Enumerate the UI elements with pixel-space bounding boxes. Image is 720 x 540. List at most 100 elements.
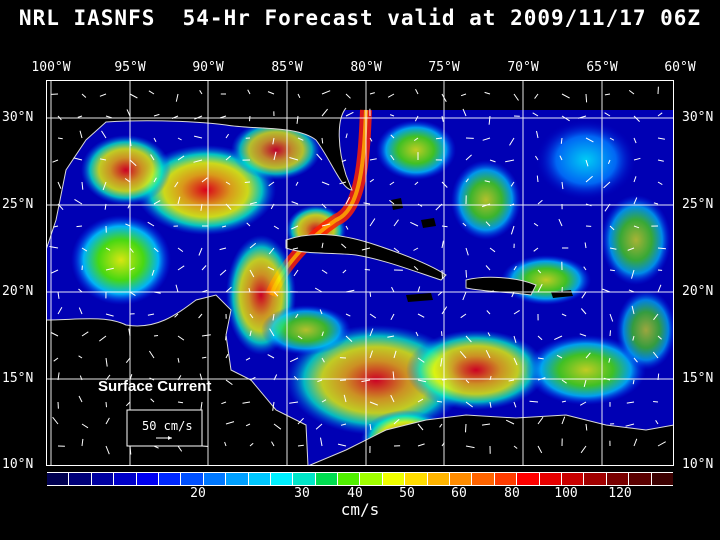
current-vector xyxy=(219,247,227,251)
current-vector xyxy=(225,379,233,386)
current-vector xyxy=(579,333,587,337)
current-vector xyxy=(537,357,544,360)
current-vector xyxy=(417,313,425,318)
scale-box xyxy=(126,409,203,447)
current-vector xyxy=(369,218,376,227)
current-vector xyxy=(441,181,448,188)
current-vector xyxy=(633,115,640,122)
current-vector xyxy=(150,154,155,161)
current-vector xyxy=(249,330,252,337)
current-vector xyxy=(561,400,567,403)
current-vector xyxy=(485,221,491,227)
current-vector xyxy=(247,89,251,95)
current-vector xyxy=(147,221,155,227)
current-vector xyxy=(53,225,59,228)
forecast-title: NRL IASNFS 54-Hr Forecast valid at 2009/… xyxy=(18,6,702,30)
current-vector xyxy=(657,159,664,162)
lat-label: 30°N xyxy=(2,110,34,125)
colorbar-swatch xyxy=(91,473,115,485)
current-vector xyxy=(462,108,467,117)
current-vector xyxy=(321,399,327,403)
current-vector xyxy=(273,423,282,430)
current-vector xyxy=(273,151,277,161)
current-vector xyxy=(556,354,563,359)
current-vector xyxy=(413,247,419,251)
current-vector xyxy=(320,437,323,447)
current-vector xyxy=(345,225,349,230)
current-vector xyxy=(79,130,83,139)
current-vector xyxy=(489,159,496,163)
current-vector xyxy=(345,313,351,317)
current-vector xyxy=(99,158,107,161)
map-frame xyxy=(46,80,674,466)
current-vector xyxy=(389,181,395,186)
current-vector xyxy=(343,394,347,403)
current-vector xyxy=(337,443,347,447)
current-vector xyxy=(147,313,155,316)
current-vector xyxy=(321,137,324,144)
current-vector xyxy=(221,225,227,228)
current-vector xyxy=(153,335,159,337)
current-vector xyxy=(177,445,183,452)
current-vector xyxy=(369,313,377,319)
lat-label: 20°N xyxy=(2,284,34,299)
current-vector xyxy=(248,287,251,293)
current-vector xyxy=(513,357,518,366)
current-vector xyxy=(653,202,659,205)
current-vector xyxy=(153,137,157,142)
current-vector xyxy=(414,181,419,186)
current-vector xyxy=(50,332,59,337)
current-vector xyxy=(441,225,448,228)
speed-colorbar xyxy=(47,472,673,486)
current-vector xyxy=(73,157,83,161)
current-vector xyxy=(609,313,614,322)
current-vector xyxy=(363,202,371,205)
current-vector xyxy=(321,223,331,227)
current-vector xyxy=(657,335,662,340)
current-vector xyxy=(269,328,275,337)
current-vector xyxy=(608,357,611,363)
current-vector xyxy=(273,291,279,297)
current-vector xyxy=(633,197,638,205)
current-vector xyxy=(342,269,347,274)
colorbar-swatch xyxy=(539,473,562,485)
current-vector xyxy=(510,225,515,235)
current-vector xyxy=(505,159,515,163)
colorbar-tick: 120 xyxy=(608,486,632,501)
current-vector xyxy=(533,247,539,252)
colorbar-swatch xyxy=(405,473,428,485)
lon-label: 60°W xyxy=(664,60,696,75)
lon-label: 90°W xyxy=(192,60,224,75)
current-vector xyxy=(441,331,443,337)
current-vector xyxy=(465,335,472,343)
current-vector xyxy=(81,423,89,429)
colorbar-swatch xyxy=(315,473,339,485)
field-label: Surface Current xyxy=(98,378,211,395)
current-vector xyxy=(267,266,275,271)
lat-label: 10°N xyxy=(682,457,714,472)
current-vector xyxy=(150,398,155,403)
current-vector xyxy=(321,242,324,249)
current-vector xyxy=(267,354,275,359)
colorbar-tick: 60 xyxy=(451,486,467,501)
current-vector xyxy=(387,335,395,338)
current-vector xyxy=(534,155,539,161)
current-vector xyxy=(435,137,443,140)
current-vector xyxy=(561,181,564,190)
current-vector xyxy=(626,401,635,404)
current-vector xyxy=(225,133,230,139)
current-vector xyxy=(390,134,395,139)
current-vector xyxy=(484,91,491,95)
lat-label: 25°N xyxy=(682,197,714,212)
current-vector xyxy=(57,137,63,140)
current-vector xyxy=(321,357,325,363)
current-vector xyxy=(583,379,587,388)
current-vector xyxy=(321,331,324,337)
current-vector xyxy=(267,91,275,95)
current-vector xyxy=(291,201,299,205)
current-vector xyxy=(561,379,567,384)
current-vector xyxy=(581,291,587,299)
current-vector xyxy=(653,401,659,403)
current-vector xyxy=(295,181,299,186)
current-vector xyxy=(417,443,425,447)
